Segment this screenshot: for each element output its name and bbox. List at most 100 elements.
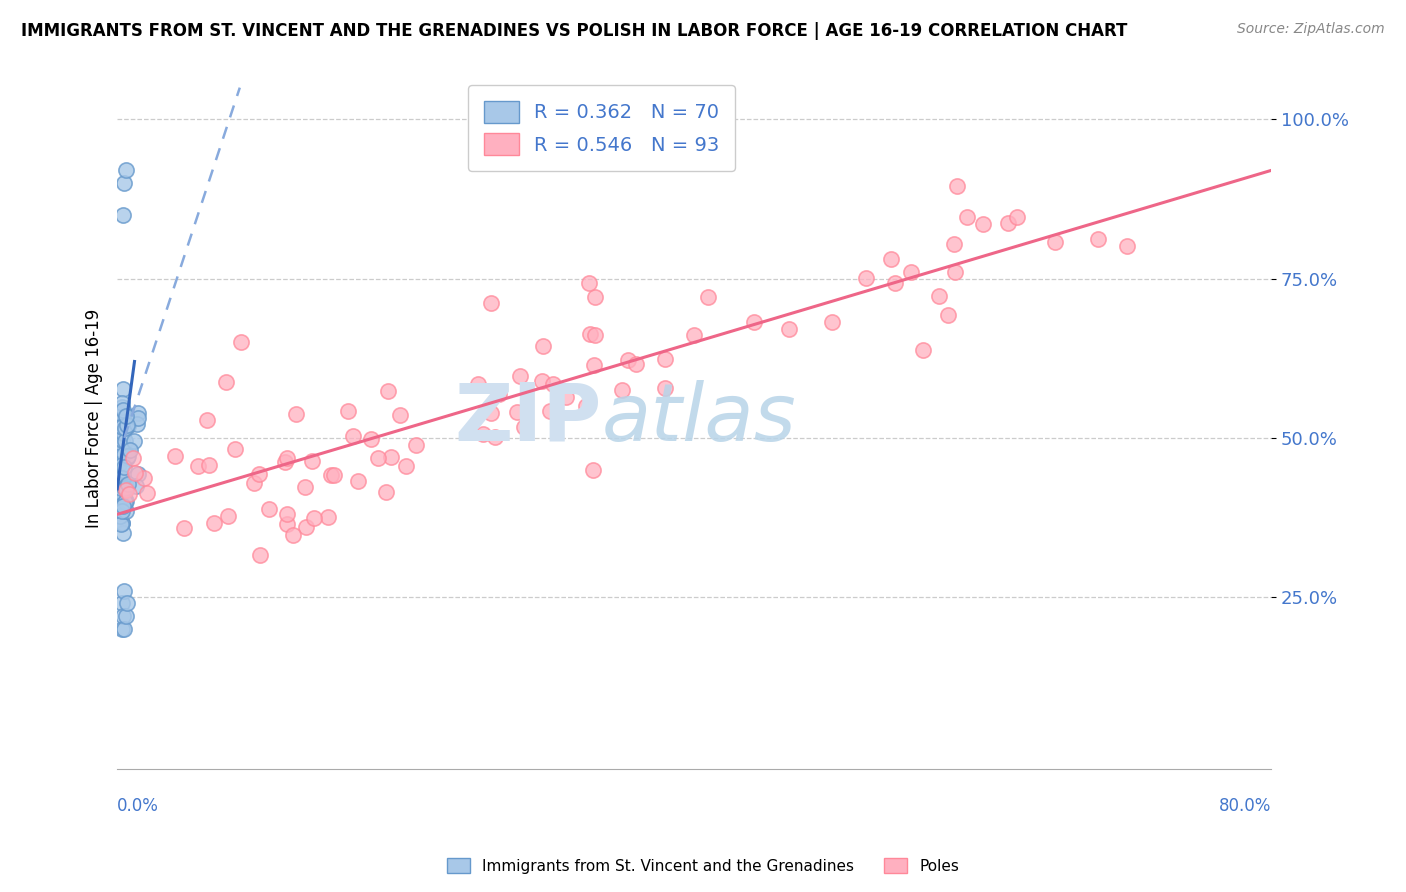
Point [112,583,135,598]
Point [112,479,135,493]
Text: 0.0%: 0.0% [117,797,159,815]
Point [111,516,134,530]
Point [946,178,969,193]
Point [247,467,270,482]
Point [110,413,132,427]
Point [997,216,1019,230]
Point [110,481,132,495]
Point [112,622,135,636]
Point [115,609,138,624]
Point [512,420,534,434]
Point [117,449,139,463]
Point [114,481,136,495]
Point [117,476,139,491]
Point [367,451,389,466]
Point [110,622,132,636]
Point [583,327,606,342]
Point [319,467,342,482]
Point [377,384,399,399]
Point [114,421,136,435]
Point [484,430,506,444]
Point [112,403,135,417]
Point [479,296,502,310]
Text: atlas: atlas [602,380,797,458]
Y-axis label: In Labor Force | Age 16-19: In Labor Force | Age 16-19 [86,310,103,528]
Point [224,442,246,456]
Point [173,521,195,535]
Point [197,458,219,473]
Point [197,412,219,426]
Point [696,290,718,304]
Point [108,447,131,461]
Point [132,471,155,485]
Point [117,450,139,465]
Point [110,597,132,611]
Text: Source: ZipAtlas.com: Source: ZipAtlas.com [1237,22,1385,37]
Point [405,438,427,452]
Point [111,458,134,473]
Point [972,218,994,232]
Point [683,328,706,343]
Point [108,419,131,434]
Point [108,485,131,500]
Point [111,471,134,485]
Point [936,308,959,322]
Point [217,509,239,524]
Point [108,457,131,471]
Point [202,516,225,530]
Point [110,433,132,447]
Point [112,486,135,500]
Point [342,429,364,443]
Point [821,315,844,329]
Point [294,480,316,494]
Point [111,382,134,396]
Point [110,517,132,532]
Text: ZIP: ZIP [454,380,602,458]
Point [578,276,600,290]
Point [583,290,606,304]
Point [214,375,236,389]
Point [111,396,134,410]
Point [127,467,149,481]
Point [112,460,135,475]
Point [316,510,339,524]
Point [115,409,138,424]
Point [115,483,138,497]
Point [111,400,134,414]
Point [107,413,129,427]
Point [111,405,134,419]
Point [472,426,495,441]
Point [125,479,148,493]
Point [1087,232,1109,246]
Point [231,335,253,350]
Point [682,137,704,152]
Point [111,425,134,440]
Legend: R = 0.362   N = 70, R = 0.546   N = 93: R = 0.362 N = 70, R = 0.546 N = 93 [468,86,735,171]
Point [127,411,149,425]
Point [555,390,578,404]
Point [115,493,138,508]
Point [111,208,134,222]
Point [108,407,131,421]
Point [122,434,145,448]
Point [1043,235,1066,249]
Point [117,442,139,457]
Point [538,404,561,418]
Point [582,358,605,372]
Point [108,506,131,520]
Point [112,497,135,511]
Text: 80.0%: 80.0% [1219,797,1271,815]
Point [284,408,307,422]
Point [111,504,134,518]
Point [778,322,800,336]
Point [115,163,138,178]
Point [111,516,134,530]
Point [276,508,298,522]
Point [120,443,142,458]
Point [374,484,396,499]
Point [110,474,132,488]
Point [112,525,135,540]
Point [276,451,298,466]
Point [575,399,598,413]
Point [118,487,141,501]
